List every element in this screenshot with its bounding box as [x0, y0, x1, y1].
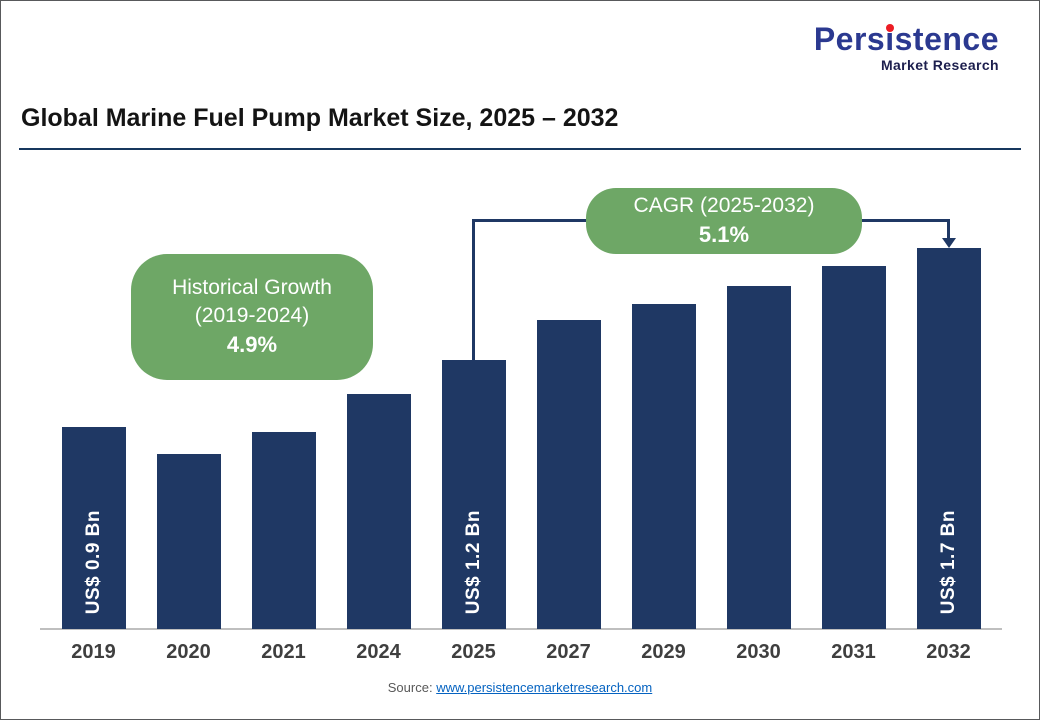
logo-wordmark: Persistence: [814, 23, 999, 55]
bar-2032: US$ 1.7 Bn: [916, 248, 981, 629]
x-axis-label-2032: 2032: [926, 641, 971, 663]
x-axis-label-2021: 2021: [261, 641, 306, 663]
bar-2020: [156, 454, 221, 629]
historical-growth-value: 4.9%: [226, 332, 278, 357]
logo-red-dot-i: i: [885, 21, 895, 57]
bar-2030: [726, 286, 791, 629]
x-axis-label-2029: 2029: [641, 641, 686, 663]
cagr-bracket-line-left: [472, 219, 475, 360]
x-axis-label-2027: 2027: [546, 641, 591, 663]
logo-text-part2: stence: [894, 21, 999, 57]
bar-2025: US$ 1.2 Bn: [441, 360, 506, 629]
x-axis-line: [40, 628, 1002, 630]
source-line: Source: www.persistencemarketresearch.co…: [1, 680, 1039, 695]
historical-growth-period: (2019-2024): [194, 304, 310, 327]
source-link[interactable]: www.persistencemarketresearch.com: [436, 680, 653, 695]
logo-subtitle: Market Research: [880, 57, 999, 73]
x-axis-label-2030: 2030: [736, 641, 781, 663]
x-axis-labels: 2019 2020 2021 2024 2025 2027 2029 2030 2031 2032: [46, 641, 996, 664]
bar-2027: [536, 320, 601, 629]
historical-growth-label: Historical Growth: [172, 276, 332, 299]
x-axis-label-2020: 2020: [166, 641, 211, 663]
bar-value-label-2019: US$ 0.9 Bn: [82, 509, 104, 614]
down-arrow-icon: [942, 238, 956, 248]
bar-2031: [821, 266, 886, 629]
cagr-label: CAGR (2025-2032): [633, 194, 815, 217]
chart-title: Global Marine Fuel Pump Market Size, 202…: [21, 104, 619, 132]
source-label: Source:: [387, 680, 433, 695]
bar-2019: US$ 0.9 Bn: [61, 427, 126, 629]
title-underline-rule: [19, 148, 1021, 150]
x-axis-label-2031: 2031: [831, 641, 876, 663]
x-axis-label-2025: 2025: [451, 641, 496, 663]
cagr-callout: CAGR (2025-2032) 5.1%: [586, 188, 862, 254]
bar-value-label-2032: US$ 1.7 Bn: [937, 509, 959, 614]
pmr-logo: Persistence Market Research: [814, 23, 999, 73]
bar-chart: US$ 0.9 Bn US$ 1.2 Bn US$ 1.7 Bn 2019 2020 2…: [40, 181, 1002, 663]
x-axis-label-2024: 2024: [356, 641, 401, 663]
bar-value-label-2025: US$ 1.2 Bn: [462, 509, 484, 614]
cagr-value: 5.1%: [698, 222, 750, 247]
cagr-bracket-line-right: [942, 219, 956, 248]
historical-growth-callout: Historical Growth (2019-2024) 4.9%: [131, 254, 373, 380]
bars-container: US$ 0.9 Bn US$ 1.2 Bn US$ 1.7 Bn: [46, 181, 996, 629]
bar-2021: [251, 432, 316, 629]
logo-text-part1: Pers: [813, 21, 886, 57]
bar-2024: [346, 394, 411, 629]
x-axis-label-2019: 2019: [71, 641, 116, 663]
bar-2029: [631, 304, 696, 629]
